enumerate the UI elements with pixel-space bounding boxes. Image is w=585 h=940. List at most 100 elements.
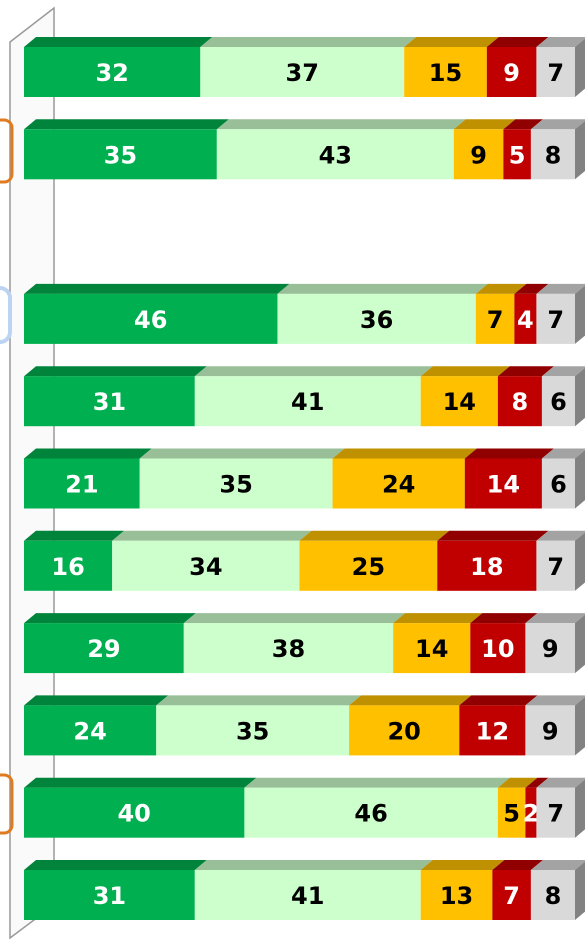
bar-top [244,777,510,788]
bar-top [183,613,406,624]
data-label: 6 [550,388,567,416]
bar-side [575,532,585,591]
bar-segment [24,293,278,344]
bar-top [420,366,510,377]
bar-segment [475,293,515,344]
bar-segment [514,293,537,344]
bar-segment [437,540,537,591]
bar-segment [486,47,537,97]
bar-side [575,367,585,427]
bar-top [24,860,207,870]
data-label: 15 [429,59,462,87]
data-label: 7 [547,59,564,87]
bar-segment [470,623,526,674]
bar-segment [194,376,421,427]
data-label: 29 [87,635,120,663]
bar-top [464,448,554,459]
bar-segment [492,870,531,920]
bar-top [24,777,257,788]
data-label: 8 [545,882,562,910]
data-label: 43 [319,141,352,169]
data-label: 37 [286,59,319,87]
bar-top [497,777,538,788]
bar-top [541,366,585,377]
bar-top [24,613,196,624]
bar-top [299,530,450,541]
data-label: 20 [387,717,420,745]
bar-segment [139,458,333,509]
bar-segment [525,787,537,838]
data-label: 14 [443,388,476,416]
bar-segment [216,129,454,180]
bar-segment [194,870,421,920]
data-label: 8 [512,388,529,416]
bar-segment [420,376,498,427]
bar-top [514,283,549,294]
bar-top [139,448,345,459]
bar-segment [24,376,195,427]
bar-top [112,530,312,541]
bar-top [404,37,499,47]
bar-segment [497,787,526,838]
data-label: 14 [487,471,520,499]
bar-segment [24,870,195,920]
data-label: 9 [542,635,559,663]
bar-top [541,448,585,459]
bar-top [530,119,585,130]
bar-segment [503,129,531,180]
bar-segment [541,376,575,427]
data-label: 7 [487,306,504,334]
bar-top [497,366,554,377]
data-label: 13 [440,882,473,910]
data-label: 8 [545,141,562,169]
bar-top [349,695,472,706]
bar-top [492,860,543,870]
bar-segment [156,705,350,756]
highlight-box [0,118,14,184]
bar-top [470,613,538,624]
bar-segment [299,540,438,591]
bar-top [486,37,549,47]
data-label: 25 [352,553,385,581]
bar-top [536,283,585,294]
data-label: 46 [134,306,167,334]
highlight-glow [0,286,12,344]
bar-segment [183,623,394,674]
bar-segment [24,623,184,674]
bar-segment [453,129,504,180]
data-label: 41 [291,388,324,416]
bar-segment [244,787,498,838]
bar-segment [541,458,575,509]
bar-top [536,37,585,47]
bar-top [332,448,477,459]
bar-segment [404,47,487,97]
bar-top [437,530,549,541]
bar-top [24,530,125,541]
bar-side [575,861,585,920]
data-label: 34 [189,553,222,581]
bar-segment [349,705,460,756]
highlight-box [0,773,14,835]
data-label: 46 [354,800,387,828]
bar-segment [393,623,471,674]
bar-segment [530,129,575,180]
bar-top [24,119,229,130]
bar-segment [536,787,575,838]
bar-top [459,695,538,706]
data-label: 35 [104,141,137,169]
bar-segment [525,705,575,756]
bar-segment [24,705,157,756]
data-label: 24 [73,717,106,745]
data-label: 32 [95,59,128,87]
data-label: 7 [547,553,564,581]
bar-top [536,530,585,541]
data-label: 9 [470,141,487,169]
data-label: 21 [65,471,98,499]
bar-segment [530,870,575,920]
bar-top [156,695,362,706]
bar-side [575,285,585,344]
bar-segment [24,458,140,509]
data-label: 5 [509,141,526,169]
data-label: 38 [272,635,305,663]
